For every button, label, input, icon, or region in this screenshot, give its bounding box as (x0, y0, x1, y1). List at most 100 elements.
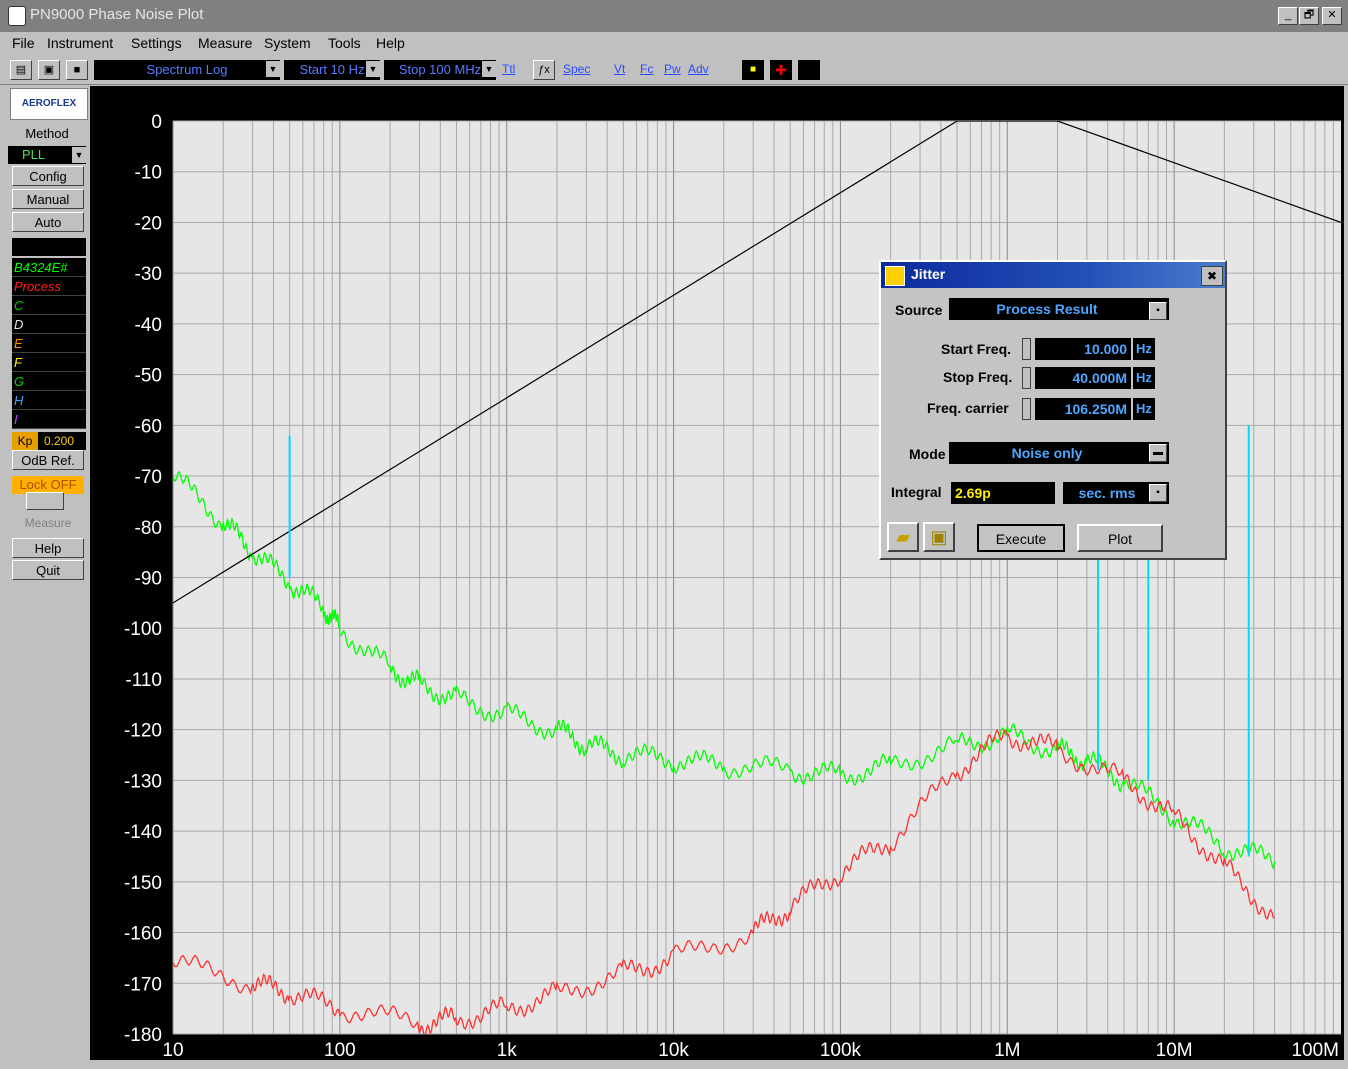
jitter-title-bar: Jitter ✖ (881, 262, 1225, 288)
trace-item[interactable]: I (12, 410, 86, 429)
phase-noise-chart[interactable]: 0 -10 -20 -30 -40 -50 -60 -70 -80 -90 -100 -110 -120… (90, 86, 1344, 1061)
trace-item[interactable]: B4324E# (12, 258, 86, 277)
trace-item[interactable]: H (12, 391, 86, 410)
plot-button[interactable]: Plot (1077, 524, 1163, 552)
freq-carrier-field[interactable]: 106.250M (1035, 398, 1131, 420)
menu-file[interactable]: File (12, 35, 35, 51)
trace-item[interactable]: F (12, 353, 86, 372)
config-button[interactable]: Config (12, 166, 84, 186)
function-icon[interactable]: ƒx (533, 60, 555, 80)
spec-link[interactable]: Spec (563, 62, 591, 76)
fc-link[interactable]: Fc (640, 62, 654, 76)
series-line-green (173, 470, 1276, 871)
trace-item[interactable]: G (12, 372, 86, 391)
y-tick-label: -140 (124, 822, 162, 843)
x-tick-label: 1M (994, 1040, 1020, 1060)
x-tick-label: 10 (162, 1040, 183, 1060)
open-folder-icon[interactable]: ▰ (887, 522, 919, 552)
integral-unit-select[interactable]: sec. rms (1063, 482, 1169, 504)
save-icon[interactable]: ■ (66, 60, 88, 80)
kp-value[interactable]: 0.200 (44, 434, 75, 448)
pw-link[interactable]: Pw (664, 62, 681, 76)
y-tick-label: -30 (135, 264, 162, 285)
mode-label: Mode (909, 446, 946, 462)
marker-icon[interactable]: ■ (742, 60, 764, 80)
y-tick-label: -80 (135, 518, 162, 539)
chevron-down-icon[interactable]: ▼ (366, 61, 380, 77)
method-value: PLL (22, 147, 46, 162)
y-tick-label: -180 (124, 1025, 162, 1046)
close-icon[interactable]: ✖ (1201, 266, 1223, 286)
kp-label: Kp (12, 432, 38, 450)
trace-item[interactable]: E (12, 334, 86, 353)
save-disk-icon[interactable]: ▣ (923, 522, 955, 552)
measure-label: Measure (24, 516, 72, 530)
lock-slider[interactable] (26, 492, 64, 510)
x-tick-label: 10k (658, 1040, 689, 1060)
stop-freq-spinner[interactable] (1022, 367, 1031, 389)
y-tick-label: -40 (135, 315, 162, 336)
start-freq-spinner[interactable] (1022, 338, 1031, 360)
menu-instrument[interactable]: Instrument (47, 35, 114, 51)
start-freq-field[interactable]: 10.000 (1035, 338, 1131, 360)
stop-freq-value: Stop 100 MHz (398, 62, 482, 77)
chevron-down-icon[interactable]: ▬ (1149, 444, 1167, 462)
help-button[interactable]: Help (12, 538, 84, 558)
minimize-button[interactable]: _ (1278, 7, 1298, 25)
y-tick-label: -20 (135, 213, 162, 234)
aeroflex-logo: AEROFLEX (10, 88, 88, 120)
start-freq-value: Start 10 Hz (299, 62, 365, 77)
source-value: Process Result (996, 301, 1098, 317)
freq-carrier-unit: Hz (1133, 398, 1155, 420)
jitter-icon (885, 266, 905, 286)
title-bar: PN9000 Phase Noise Plot _ 🗗 ✕ (0, 0, 1348, 32)
display-mode-select[interactable]: Spectrum Log ▼ (94, 60, 280, 80)
chevron-down-icon[interactable]: ▼ (266, 61, 280, 77)
y-tick-label: -150 (124, 873, 162, 894)
open-icon[interactable]: ▣ (38, 60, 60, 80)
chevron-down-icon[interactable]: ▪ (1149, 484, 1167, 502)
manual-button[interactable]: Manual (12, 189, 84, 209)
menu-measure[interactable]: Measure (198, 35, 253, 51)
menu-tools[interactable]: Tools (328, 35, 361, 51)
color-box-icon[interactable] (798, 60, 820, 80)
y-tick-label: -10 (135, 163, 162, 184)
chevron-down-icon[interactable]: ▪ (1149, 302, 1167, 320)
stop-freq-field[interactable]: 40.000M (1035, 367, 1131, 389)
chevron-down-icon[interactable]: ▼ (72, 147, 86, 163)
start-freq-select[interactable]: Start 10 Hz ▼ (284, 60, 380, 80)
x-tick-label: 10M (1156, 1040, 1193, 1060)
odb-ref-button[interactable]: OdB Ref. (12, 450, 84, 470)
chevron-down-icon[interactable]: ▼ (482, 61, 496, 77)
trace-item[interactable]: C (12, 296, 86, 315)
vt-link[interactable]: Vt (614, 62, 626, 76)
mode-select[interactable]: Noise only (949, 442, 1169, 464)
phase-noise-plot[interactable]: 0 -10 -20 -30 -40 -50 -60 -70 -80 -90 -100 -110 -120… (90, 86, 1344, 1061)
auto-button[interactable]: Auto (12, 212, 84, 232)
left-panel: AEROFLEX Method PLL ▼ Config Manual Auto… (6, 86, 88, 1061)
ttl-link[interactable]: Ttl (502, 62, 516, 76)
execute-button[interactable]: Execute (977, 524, 1065, 552)
method-select[interactable]: PLL ▼ (8, 146, 86, 164)
freq-carrier-spinner[interactable] (1022, 398, 1031, 420)
y-tick-label: 0 (151, 112, 162, 133)
crosshair-icon[interactable]: ✚ (770, 60, 792, 80)
menu-help[interactable]: Help (376, 35, 405, 51)
menu-settings[interactable]: Settings (131, 35, 182, 51)
x-tick-label: 100k (820, 1040, 862, 1060)
trace-item[interactable]: Process (12, 277, 86, 296)
print-icon[interactable]: ▤ (10, 60, 32, 80)
trace-item[interactable]: D (12, 315, 86, 334)
app-icon (8, 6, 26, 26)
stop-freq-select[interactable]: Stop 100 MHz ▼ (384, 60, 496, 80)
lock-button[interactable]: Lock OFF (12, 476, 84, 494)
y-tick-label: -50 (135, 366, 162, 387)
quit-button[interactable]: Quit (12, 560, 84, 580)
y-tick-label: -120 (124, 721, 162, 742)
source-select[interactable]: Process Result (949, 298, 1169, 320)
menu-system[interactable]: System (264, 35, 311, 51)
y-tick-label: -90 (135, 569, 162, 590)
maximize-button[interactable]: 🗗 (1299, 7, 1319, 25)
close-button[interactable]: ✕ (1322, 7, 1342, 25)
adv-link[interactable]: Adv (688, 62, 709, 76)
